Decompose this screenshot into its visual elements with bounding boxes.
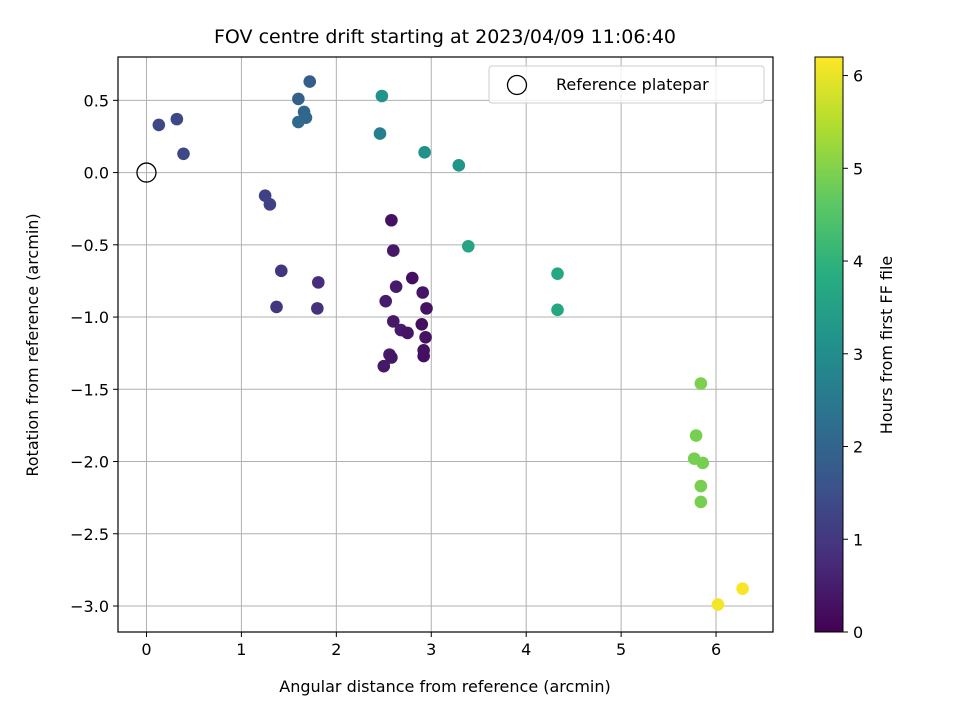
data-point xyxy=(270,300,283,314)
data-point xyxy=(386,244,400,257)
data-point xyxy=(292,92,305,106)
x-tick-label: 6 xyxy=(711,640,721,659)
data-point xyxy=(303,75,317,88)
x-tick-label: 3 xyxy=(426,640,436,659)
colorbar: 0 1 2 3 4 5 6 Hours from first FF file xyxy=(814,56,896,642)
colorbar-tick-label: 1 xyxy=(853,530,863,549)
reference-platepar-marker xyxy=(136,162,157,183)
x-axis-label: Angular distance from reference (arcmin) xyxy=(279,677,610,696)
y-tick-label: −1.0 xyxy=(70,308,109,327)
legend-box xyxy=(488,65,765,104)
data-point xyxy=(419,330,432,344)
y-tick-label: −2.0 xyxy=(70,453,109,472)
chart-title: FOV centre drift starting at 2023/04/09 … xyxy=(214,26,676,48)
y-tick-label: 0.0 xyxy=(84,164,109,183)
data-point xyxy=(736,582,749,595)
x-axis-ticks: 0 1 2 3 4 5 6 xyxy=(141,632,721,659)
data-point xyxy=(452,159,466,172)
data-point xyxy=(379,294,392,308)
colorbar-ticks: 0 1 2 3 4 5 6 xyxy=(843,67,863,642)
y-tick-label: 0.5 xyxy=(84,91,109,110)
data-point xyxy=(401,326,414,340)
data-point xyxy=(170,112,184,126)
colorbar-gradient xyxy=(814,56,844,633)
colorbar-label: Hours from first FF file xyxy=(877,256,896,435)
legend: Reference platepar xyxy=(488,65,765,104)
data-point xyxy=(416,286,430,299)
data-point xyxy=(418,146,431,159)
data-point xyxy=(694,495,708,509)
x-tick-label: 0 xyxy=(141,640,151,659)
data-point xyxy=(551,267,564,281)
data-point xyxy=(420,302,433,315)
data-point xyxy=(694,479,708,493)
legend-marker xyxy=(506,74,528,96)
y-axis-ticks: 0.5 0.0 −0.5 −1.0 −1.5 −2.0 −2.5 −3.0 xyxy=(70,91,118,616)
data-point xyxy=(311,302,324,315)
data-point xyxy=(689,429,703,442)
data-point xyxy=(263,198,277,211)
data-point xyxy=(274,264,288,278)
data-point xyxy=(417,349,430,363)
x-tick-label: 5 xyxy=(616,640,626,659)
data-point xyxy=(696,456,710,470)
y-tick-label: −0.5 xyxy=(70,236,109,255)
data-point xyxy=(177,147,190,161)
data-point xyxy=(311,276,325,289)
colorbar-tick-label: 6 xyxy=(853,67,863,86)
data-point xyxy=(405,271,419,285)
data-point xyxy=(461,239,475,253)
x-tick-label: 4 xyxy=(521,640,531,659)
data-point xyxy=(551,303,564,317)
data-point xyxy=(385,351,398,364)
legend-entry-label: Reference platepar xyxy=(556,75,709,94)
y-tick-label: −1.5 xyxy=(70,380,109,399)
data-point xyxy=(375,89,389,103)
colorbar-tick-label: 0 xyxy=(853,623,863,642)
y-tick-label: −3.0 xyxy=(70,597,109,616)
data-point xyxy=(292,115,305,129)
data-point xyxy=(373,127,387,140)
x-tick-label: 2 xyxy=(331,640,341,659)
data-point xyxy=(415,317,429,331)
x-tick-label: 1 xyxy=(236,640,246,659)
data-point xyxy=(711,598,725,611)
colorbar-tick-label: 2 xyxy=(853,438,863,457)
data-points xyxy=(152,75,749,611)
data-point xyxy=(377,359,391,373)
grid xyxy=(118,57,773,632)
data-point xyxy=(152,118,166,132)
data-point xyxy=(386,315,400,328)
colorbar-tick-label: 4 xyxy=(853,252,863,271)
colorbar-tick-label: 5 xyxy=(853,159,863,178)
plot-frame xyxy=(117,56,774,633)
data-point xyxy=(385,213,398,227)
y-axis-label: Rotation from reference (arcmin) xyxy=(23,213,42,476)
y-tick-label: −2.5 xyxy=(70,525,109,544)
reference-marker-layer xyxy=(136,162,157,183)
data-point xyxy=(389,280,403,294)
data-point xyxy=(694,377,708,390)
colorbar-tick-label: 3 xyxy=(853,345,863,364)
